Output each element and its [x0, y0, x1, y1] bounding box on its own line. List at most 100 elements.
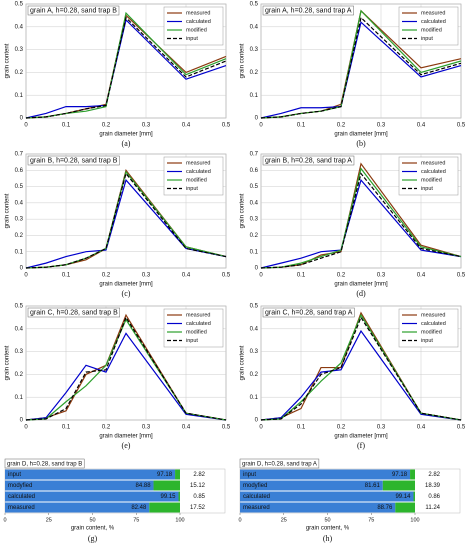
legend-label: measured: [421, 312, 445, 318]
value-label: 84.88: [136, 483, 152, 489]
y-tick-label: 0.4: [15, 326, 24, 332]
category-label: modyfied: [243, 483, 267, 489]
legend-label: measured: [421, 10, 445, 16]
legend-label: measured: [186, 312, 210, 318]
y-tick-label: 0.6: [15, 168, 24, 174]
legend-label: modified: [421, 177, 442, 183]
x-tick-label: 0.3: [142, 273, 151, 279]
chart-title: grain B, h=0.28, sand trap A: [265, 158, 352, 165]
x-axis-label: grain diameter [mm]: [334, 132, 388, 138]
legend-label: modified: [186, 27, 207, 33]
title-box: [262, 155, 355, 166]
y-tick-label: 0: [255, 116, 259, 122]
y-tick-label: 0.2: [250, 372, 259, 378]
y-tick-label: 0.5: [250, 2, 259, 8]
value-label: 17.52: [190, 505, 206, 511]
x-axis-label: grain diameter [mm]: [334, 434, 388, 440]
x-tick-label: 0: [259, 273, 263, 279]
panel-label: (d): [356, 289, 366, 298]
legend-label: input: [186, 338, 198, 344]
series-line: [260, 316, 462, 421]
bar-segment: [5, 491, 179, 502]
y-tick-label: 0.5: [15, 2, 24, 8]
x-tick-label: 0.1: [297, 425, 306, 431]
y-tick-label: 0.1: [250, 395, 259, 401]
x-axis-label: grain content, %: [71, 526, 115, 532]
bar-segment: [382, 480, 415, 491]
bar-segment: [413, 491, 415, 502]
y-axis-label: grain content: [5, 345, 11, 380]
legend-label: measured: [421, 160, 445, 166]
x-tick-label: 0.2: [337, 273, 346, 279]
panel-label: (a): [122, 139, 131, 148]
value-label: 82.48: [131, 505, 147, 511]
x-tick-label: 0.2: [102, 425, 111, 431]
y-tick-label: 0.2: [15, 70, 24, 76]
chart-title: grain C, h=0.28, sand trap B: [30, 310, 118, 317]
x-tick-label: 0.3: [142, 123, 151, 129]
legend-label: calculated: [421, 321, 446, 327]
title-box: [27, 307, 120, 318]
value-label: 2.82: [428, 472, 440, 478]
panel-label: (h): [323, 534, 333, 543]
y-axis-label: grain content: [240, 43, 246, 78]
x-axis-label: grain diameter [mm]: [99, 132, 153, 138]
value-label: 99.15: [160, 494, 176, 500]
y-tick-label: 0.3: [250, 349, 259, 355]
chart-title: grain A, h=0.28, sand trap B: [30, 8, 117, 15]
y-tick-label: 0.2: [15, 372, 24, 378]
value-label: 99.14: [395, 494, 411, 500]
title-box: [27, 155, 120, 166]
series-line: [25, 18, 227, 119]
y-tick-label: 0: [20, 116, 24, 122]
x-tick-label: 0.2: [337, 123, 346, 129]
series-line: [260, 178, 462, 269]
y-tick-label: 0.5: [15, 304, 24, 310]
series-line: [25, 11, 227, 119]
y-tick-label: 0.1: [15, 249, 24, 255]
x-tick-label: 0.4: [182, 123, 191, 129]
bar-segment: [153, 480, 180, 491]
y-tick-label: 0.5: [250, 184, 259, 190]
bar-segment: [175, 469, 180, 480]
x-tick-label: 0.4: [417, 273, 426, 279]
value-label: 81.61: [365, 483, 381, 489]
chart-title: grain C, h=0.28, sand trap A: [265, 310, 353, 317]
y-tick-label: 0.1: [15, 93, 24, 99]
category-label: measured: [243, 505, 270, 511]
x-tick-label: 0.5: [222, 123, 231, 129]
legend-label: input: [421, 186, 433, 192]
bar-segment: [240, 502, 396, 513]
legend-label: input: [421, 338, 433, 344]
x-tick-label: 0: [24, 123, 28, 129]
x-tick-label: 0.3: [377, 273, 386, 279]
series-line: [25, 172, 227, 269]
y-tick-label: 0.2: [250, 70, 259, 76]
legend-label: measured: [186, 160, 210, 166]
legend-label: input: [186, 36, 198, 42]
series-line: [25, 178, 227, 269]
y-tick-label: 0: [255, 418, 259, 424]
series-line: [25, 332, 227, 421]
series-line: [25, 16, 227, 119]
y-tick-label: 0.3: [250, 217, 259, 223]
x-tick-label: 0: [24, 425, 28, 431]
chart-title: grain B, h=0.28, sand trap B: [30, 158, 118, 165]
x-tick-label: 0.1: [297, 123, 306, 129]
x-axis-label: grain diameter [mm]: [334, 282, 388, 288]
y-tick-label: 0.4: [15, 200, 24, 206]
y-tick-label: 0.5: [250, 304, 259, 310]
y-tick-label: 0.4: [15, 24, 24, 30]
y-tick-label: 0: [20, 418, 24, 424]
bar-segment: [240, 491, 414, 502]
legend-label: calculated: [421, 19, 446, 25]
value-label: 97.18: [157, 472, 173, 478]
title-box: [27, 5, 120, 16]
chart-title: grain D, h=0.28, sand trap B: [7, 461, 82, 467]
series-line: [260, 172, 462, 269]
x-tick-label: 0.5: [457, 273, 466, 279]
x-tick-label: 0.5: [457, 123, 466, 129]
y-tick-label: 0.4: [250, 24, 259, 30]
x-tick-label: 50: [89, 517, 95, 523]
x-tick-label: 0.1: [62, 123, 71, 129]
